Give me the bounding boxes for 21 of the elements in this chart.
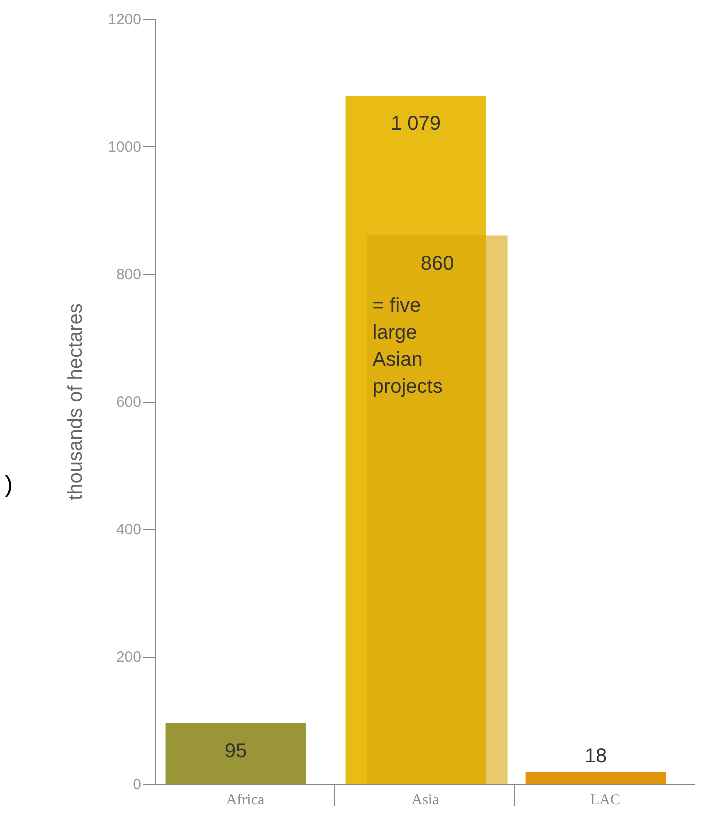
annotation: = five large Asian projects [372,294,443,398]
data-label: 1 079 [390,113,442,136]
text: ) [5,472,13,499]
bar [166,723,306,784]
y-axis-title: thousands of hectares [65,304,88,500]
data-label: 95 [224,740,248,762]
x-tick-label: Africa [226,792,265,808]
data-label: 860 [420,252,454,275]
y-tick-label: 1200 [108,12,142,28]
bar [367,236,508,784]
bar [346,96,486,784]
y-tick-label: 800 [116,266,142,284]
y-tick-label: 0 [133,776,142,794]
y-tick-label: 1000 [108,139,142,156]
y-tick-label: 400 [116,522,142,538]
y-tick-label: 600 [116,394,142,411]
y-tick-label: 200 [116,649,142,666]
x-tick-label: Asia [412,792,440,808]
bar [526,772,666,784]
data-label: 18 [584,746,608,768]
x-tick-label: LAC [590,792,620,808]
